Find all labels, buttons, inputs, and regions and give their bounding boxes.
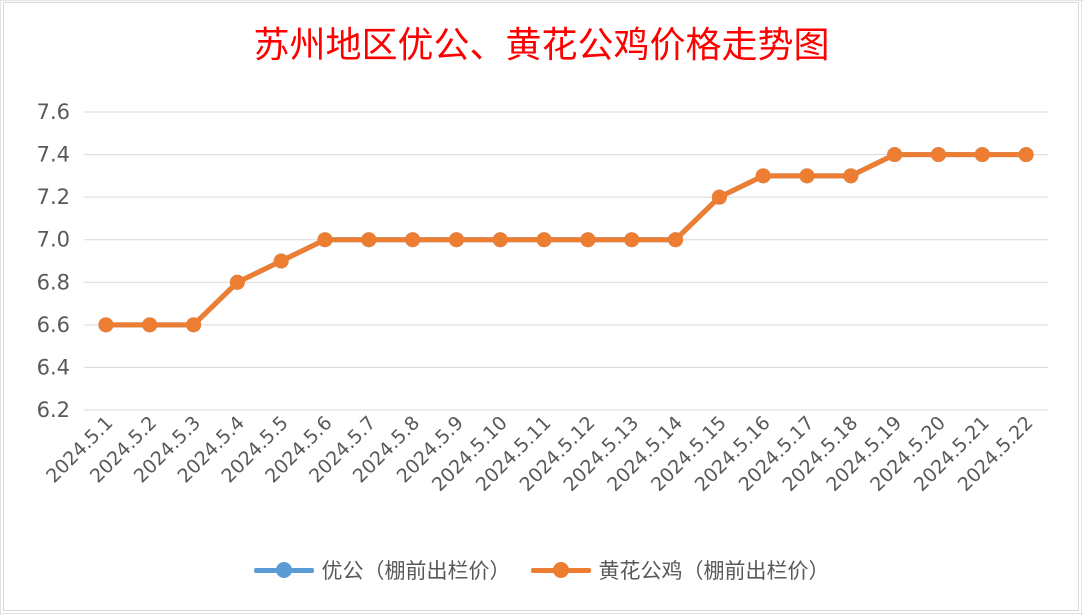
y-tick-label: 7.6 (37, 100, 70, 124)
data-point[interactable] (843, 168, 859, 184)
legend-label-series-1: 优公（棚前出栏价） (321, 559, 511, 583)
y-tick-label: 6.6 (37, 313, 70, 337)
data-point[interactable] (229, 274, 245, 290)
data-point[interactable] (668, 232, 684, 248)
legend: 优公（棚前出栏价） 黄花公鸡（棚前出栏价） (0, 552, 1083, 588)
data-point[interactable] (492, 232, 508, 248)
y-tick-label: 6.4 (37, 355, 70, 379)
data-point[interactable] (448, 232, 464, 248)
data-point[interactable] (361, 232, 377, 248)
data-point[interactable] (536, 232, 552, 248)
legend-swatch-series-2 (530, 561, 591, 579)
data-point[interactable] (799, 168, 815, 184)
data-point[interactable] (186, 317, 202, 333)
data-point[interactable] (405, 232, 421, 248)
y-tick-label: 6.8 (37, 270, 70, 294)
data-point[interactable] (317, 232, 333, 248)
data-point[interactable] (887, 147, 903, 163)
y-tick-label: 7.0 (37, 228, 70, 252)
data-point[interactable] (930, 147, 946, 163)
series-line-2 (103, 152, 1029, 328)
data-point[interactable] (711, 189, 727, 205)
legend-item-series-2: 黄花公鸡（棚前出栏价） (530, 555, 830, 585)
legend-item-series-1: 优公（棚前出栏价） (253, 555, 511, 585)
series-2 (98, 147, 1034, 333)
data-point[interactable] (580, 232, 596, 248)
data-point[interactable] (624, 232, 640, 248)
legend-swatch-series-1 (253, 561, 314, 579)
data-point[interactable] (974, 147, 990, 163)
data-point[interactable] (98, 317, 114, 333)
data-point[interactable] (1018, 147, 1034, 163)
y-tick-label: 7.2 (37, 185, 70, 209)
chart-title: 苏州地区优公、黄花公鸡价格走势图 (253, 25, 830, 66)
y-tick-label: 6.2 (37, 398, 70, 422)
data-point[interactable] (755, 168, 771, 184)
y-tick-label: 7.4 (37, 143, 70, 167)
data-point[interactable] (142, 317, 158, 333)
legend-label-series-2: 黄花公鸡（棚前出栏价） (598, 559, 830, 583)
chart-area[interactable] (3, 2, 1079, 611)
data-point[interactable] (273, 253, 289, 269)
